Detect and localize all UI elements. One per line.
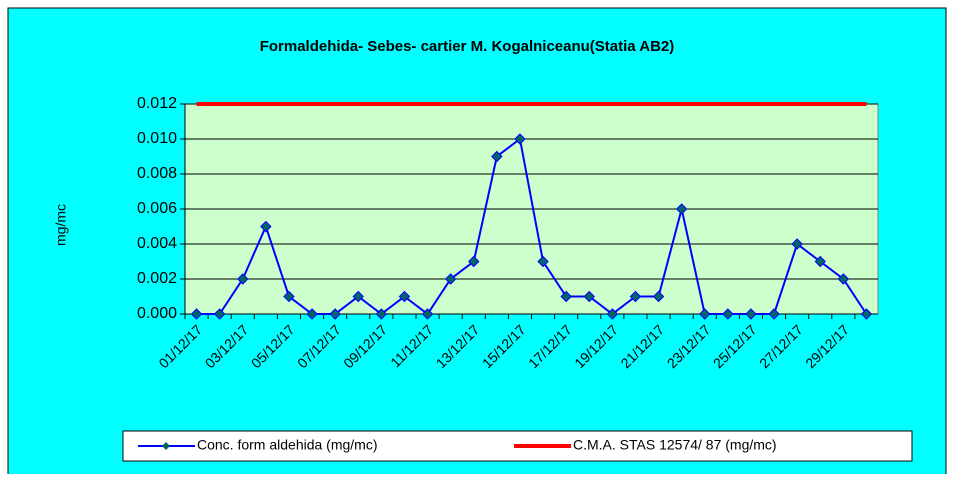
data-point [329, 308, 341, 320]
data-point [213, 308, 226, 320]
chart-title: Formaldehida- Sebes- cartier M. Kogalnic… [260, 38, 675, 55]
data-point [375, 308, 388, 320]
data-point [699, 308, 711, 320]
y-tick-label: 0.004 [137, 235, 177, 252]
y-tick-label: 0.010 [137, 130, 177, 147]
data-point [537, 255, 549, 268]
y-tick-label: 0.008 [137, 165, 177, 182]
y-tick-label: 0.012 [137, 95, 177, 112]
data-point [491, 150, 503, 163]
y-tick-label: 0.002 [137, 270, 177, 287]
data-point [629, 290, 642, 303]
data-point [560, 290, 572, 303]
legend-marker [162, 442, 170, 450]
data-point [837, 273, 850, 285]
data-point [352, 290, 364, 303]
data-point [190, 308, 203, 320]
y-axis-label: mg/mc [53, 204, 69, 246]
data-point [583, 290, 595, 303]
data-point [652, 290, 665, 303]
legend-label: Conc. form aldehida (mg/mc) [197, 437, 378, 453]
data-point [606, 308, 619, 320]
data-point [237, 273, 249, 285]
data-point [398, 290, 411, 303]
data-point [791, 238, 803, 250]
data-point [306, 308, 318, 320]
data-point [421, 308, 434, 320]
legend-label: C.M.A. STAS 12574/ 87 (mg/mc) [573, 437, 777, 453]
y-tick-label: 0.000 [137, 305, 177, 322]
data-point [722, 308, 734, 320]
data-point [675, 203, 688, 215]
data-point [860, 308, 873, 320]
data-point [768, 308, 780, 320]
data-point [814, 255, 826, 268]
y-tick-label: 0.006 [137, 200, 177, 217]
data-point [745, 308, 757, 320]
data-point [468, 255, 480, 268]
data-point [514, 133, 526, 145]
data-point [260, 220, 272, 233]
data-point [283, 290, 295, 303]
data-point [444, 273, 457, 285]
